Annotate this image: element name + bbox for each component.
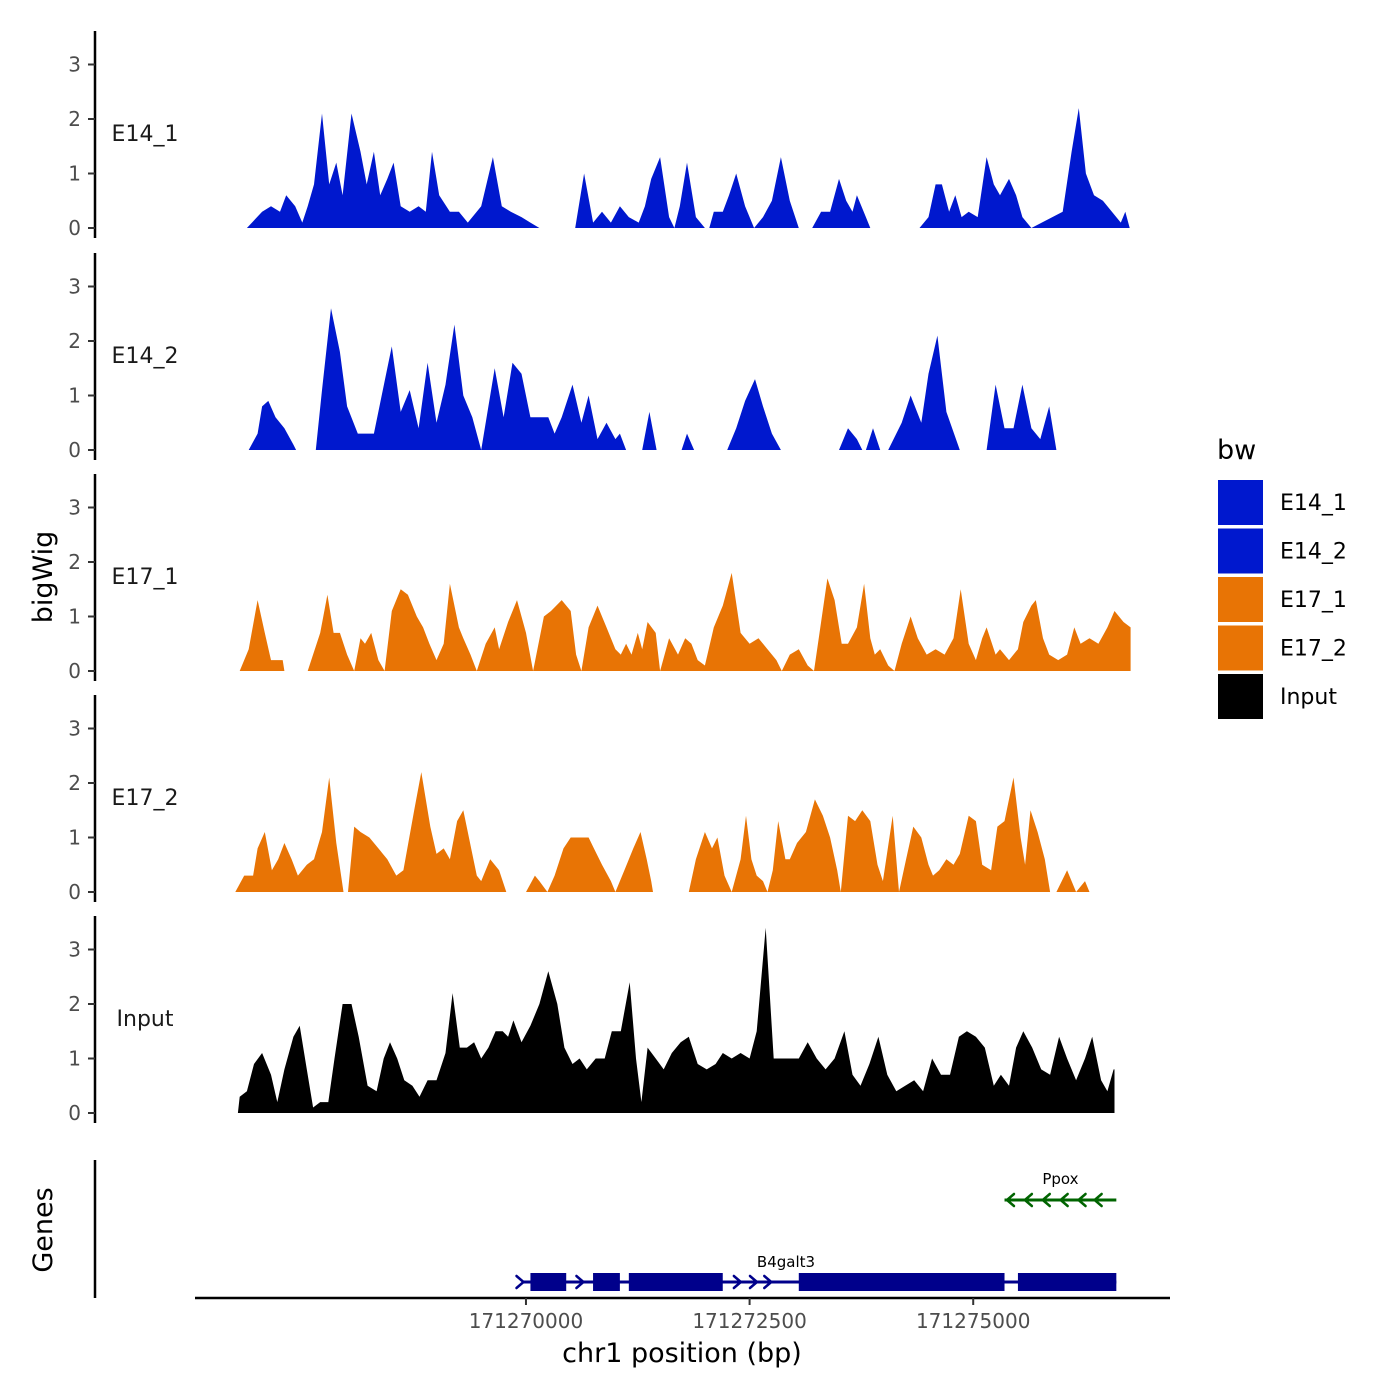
y-tick-label-e17-1-3: 3 (68, 496, 81, 520)
legend-title: bw (1217, 435, 1256, 466)
track-e14-1: 0 1 2 3 E14_1 (68, 31, 1130, 240)
y-tick-label-e17-2-3: 3 (68, 717, 81, 741)
legend-label-e17-2: E17_2 (1280, 637, 1347, 662)
legend-swatch-e14-2 (1218, 528, 1263, 574)
legend-swatch-e14-1 (1218, 480, 1263, 525)
y-tick-label-e14-2-3: 3 (68, 275, 81, 299)
gene-ppox: Ppox (1004, 1170, 1117, 1208)
y-tick-label-e14-1-2: 2 (68, 107, 81, 131)
exon-b4galt3-3 (798, 1273, 1005, 1291)
exon-b4galt3-4 (1017, 1273, 1117, 1291)
signal-tracks: 0 1 2 3 E14_1 0 1 2 3 E14_2 0 1 2 3 E17_1 0 1 2 3 E17_2 0 1 2 3… (68, 31, 1131, 1125)
area-input (237, 927, 1115, 1113)
track-label-e17-1: E17_1 (112, 565, 179, 590)
genes-track: Ppox B4galt3 (93, 1160, 1117, 1298)
gene-label-b4galt3: B4galt3 (757, 1253, 815, 1271)
track-e17-2: 0 1 2 3 E17_2 (68, 695, 1090, 904)
strand-arrow-ppox-2 (1041, 1192, 1052, 1208)
y-tick-label-e17-2-2: 2 (68, 771, 81, 795)
y-tick-label-e14-1-0: 0 (68, 216, 81, 240)
gene-label-ppox: Ppox (1042, 1170, 1078, 1188)
legend: bw E14_1 E14_2 E17_1 E17_2 Input (1217, 435, 1347, 719)
y-tick-label-input-0: 0 (68, 1101, 81, 1125)
strand-arrow-ppox-3 (1059, 1192, 1069, 1208)
area-e17-1 (239, 572, 1131, 671)
strand-arrow-ppox-4 (1077, 1192, 1087, 1208)
area-e14-1 (246, 108, 1130, 228)
y-tick-label-e14-1-1: 1 (68, 162, 81, 186)
exon-b4galt3-0 (530, 1273, 567, 1291)
legend-swatch-e17-2 (1218, 625, 1263, 671)
exon-b4galt3-2 (628, 1273, 723, 1291)
strand-arrow-b4galt3-3 (748, 1274, 759, 1290)
y-axis-title: bigWig (28, 531, 59, 624)
strand-arrow-ppox-1 (1023, 1192, 1034, 1208)
x-axis-ticks: 171270000 171272500 171275000 (469, 1298, 1031, 1333)
track-label-e14-2: E14_2 (112, 344, 179, 369)
gene-b4galt3: B4galt3 (515, 1253, 1117, 1291)
y-tick-label-e17-2-0: 0 (68, 880, 81, 904)
y-tick-label-e17-1-2: 2 (68, 550, 81, 574)
y-tick-label-e14-2-2: 2 (68, 329, 81, 353)
legend-label-e17-1: E17_1 (1280, 588, 1347, 613)
y-tick-label-input-1: 1 (68, 1047, 81, 1071)
y-tick-label-e14-2-0: 0 (68, 438, 81, 462)
legend-swatch-e17-1 (1218, 577, 1263, 622)
x-tick-label-0: 171270000 (469, 1309, 584, 1333)
legend-label-input: Input (1280, 685, 1337, 710)
track-label-input: Input (117, 1007, 174, 1032)
legend-label-e14-1: E14_1 (1280, 491, 1347, 516)
y-tick-label-e14-2-1: 1 (68, 384, 81, 408)
track-e17-1: 0 1 2 3 E17_1 (68, 474, 1131, 683)
legend-label-e14-2: E14_2 (1280, 540, 1347, 565)
strand-arrow-b4galt3-0 (515, 1274, 525, 1290)
strand-arrow-b4galt3-1 (575, 1274, 585, 1290)
strand-arrow-ppox-0 (1005, 1192, 1016, 1208)
genes-axis-title: Genes (28, 1187, 59, 1272)
strand-arrow-b4galt3-4 (763, 1274, 773, 1290)
legend-swatch-input (1218, 674, 1263, 719)
y-tick-label-input-2: 2 (68, 992, 81, 1016)
y-tick-label-e17-2-1: 1 (68, 826, 81, 850)
track-input: 0 1 2 3 Input (68, 916, 1115, 1125)
y-tick-label-input-3: 3 (68, 938, 81, 962)
track-label-e17-2: E17_2 (112, 786, 179, 811)
x-axis-title: chr1 position (bp) (562, 1338, 802, 1369)
area-e14-2 (248, 308, 1057, 450)
y-tick-label-e14-1-3: 3 (68, 53, 81, 77)
y-tick-label-e17-1-1: 1 (68, 605, 81, 629)
strand-arrow-ppox-5 (1093, 1192, 1103, 1208)
track-e14-2: 0 1 2 3 E14_2 (68, 253, 1057, 462)
strand-arrow-b4galt3-2 (732, 1274, 743, 1290)
exon-b4galt3-1 (593, 1273, 620, 1291)
area-e17-2 (235, 772, 1090, 892)
y-tick-label-e17-1-0: 0 (68, 659, 81, 683)
x-tick-label-2: 171275000 (916, 1309, 1031, 1333)
track-label-e14-1: E14_1 (112, 122, 179, 147)
x-axis: 171270000 171272500 171275000 chr1 positio… (195, 1296, 1170, 1369)
x-tick-label-1: 171272500 (692, 1309, 807, 1333)
